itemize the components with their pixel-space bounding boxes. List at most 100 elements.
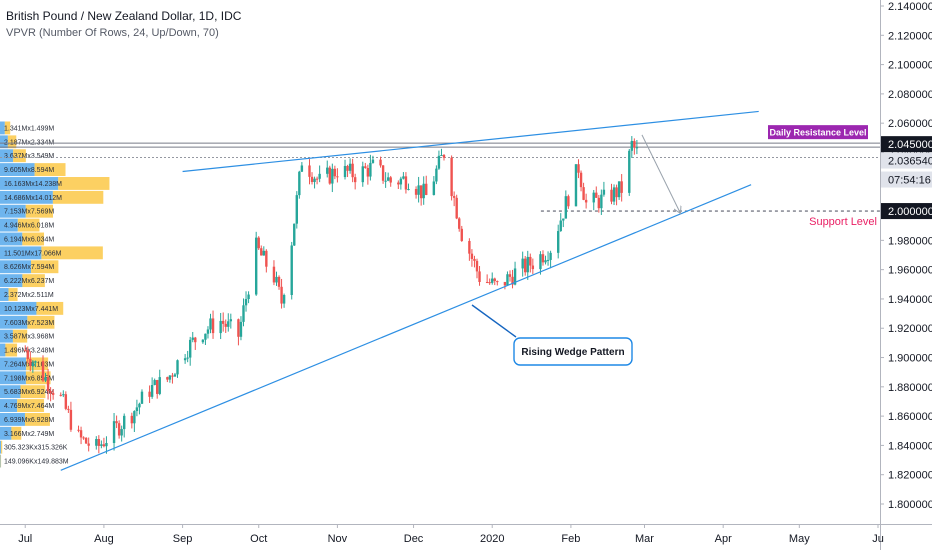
volume-profile-up-bar	[0, 329, 13, 343]
volume-profile-up-bar	[0, 412, 25, 426]
candle-body	[282, 295, 286, 304]
candle-body	[194, 337, 197, 343]
volume-profile-label: 8.626Mx7.594M	[4, 264, 54, 271]
volume-profile-up-bar	[0, 163, 35, 177]
candle-body	[295, 195, 298, 224]
candle-body	[450, 157, 453, 197]
candle-body	[493, 278, 496, 282]
volume-profile-down-bar	[11, 426, 22, 440]
candle-body	[508, 274, 512, 277]
candle-body	[148, 391, 151, 397]
volume-profile-label: 6.194Mx6.034M	[4, 236, 54, 243]
candle-body	[541, 254, 545, 263]
volume-profile-down-bar	[22, 274, 45, 288]
candle-body	[168, 375, 172, 380]
callout-pointer	[471, 304, 517, 338]
volume-profile-down-bar	[0, 454, 2, 468]
candle-body	[419, 185, 423, 199]
y-tick-label: 2.080000	[888, 89, 932, 101]
volume-profile-label: 149.096Kx149.883M	[4, 459, 69, 466]
candle-body	[46, 377, 50, 392]
candle-body	[260, 248, 263, 256]
candle-body	[100, 444, 103, 446]
candle-body	[584, 199, 588, 203]
volume-profile-label: 7.603Mx7.523M	[4, 320, 54, 327]
y-tick-label: 1.980000	[888, 235, 932, 247]
y-tick-label: 1.800000	[888, 499, 932, 511]
candle-body	[24, 350, 27, 352]
candle-body	[595, 192, 598, 198]
candle-body	[280, 286, 283, 304]
candle-body	[239, 321, 243, 337]
candle-body	[546, 259, 550, 261]
x-tick-label: Aug	[94, 533, 114, 545]
candle-body	[153, 380, 156, 386]
countdown-tag: 07:54:16	[888, 175, 931, 187]
candle-body	[272, 266, 276, 283]
volume-profile-label: 7.153Mx7.569M	[4, 209, 54, 216]
candle-body	[404, 176, 408, 190]
candle-body	[105, 443, 108, 447]
candle-body	[602, 189, 606, 195]
candle-body	[310, 176, 314, 183]
candle-body	[417, 185, 420, 195]
candle-body	[346, 165, 349, 171]
candle-body	[559, 220, 562, 232]
candle-body	[219, 320, 222, 334]
candle-body	[84, 437, 88, 444]
volume-profile-label: 6.222Mx6.237M	[4, 278, 54, 285]
volume-profile-down-bar	[13, 149, 26, 163]
volume-profile-down-bar	[1, 440, 3, 454]
candle-body	[582, 187, 585, 200]
annotations: Daily Resistance Level Support Level Risin…	[471, 125, 877, 366]
candle-body	[140, 391, 144, 404]
candle-body	[544, 260, 547, 263]
candle-body	[633, 140, 636, 148]
x-tick-label: Feb	[561, 533, 580, 545]
x-tick-label: Mar	[635, 533, 654, 545]
candle-body	[204, 333, 207, 340]
candle-body	[617, 181, 621, 198]
volume-profile-down-bar	[25, 204, 53, 218]
volume-profile-label: 4.769Mx7.464M	[4, 403, 54, 410]
candle-body	[44, 377, 47, 381]
y-tick-label: 1.840000	[888, 440, 932, 452]
candle-body	[254, 237, 258, 295]
volume-profile-up-bar	[0, 301, 37, 315]
volume-profile-label: 3.637Mx3.549M	[4, 153, 54, 160]
volume-profile-down-bar	[24, 412, 50, 426]
wedge-lower-trendline	[60, 184, 752, 471]
candle-body	[539, 254, 542, 270]
volume-profile-down-bar	[25, 371, 51, 385]
volume-profile-label: 3.166Mx2.749M	[4, 431, 54, 438]
trendlines[interactable]	[60, 110, 759, 471]
candle-body	[315, 178, 319, 180]
candle-body	[188, 339, 192, 358]
volume-profile-down-bar	[36, 301, 64, 315]
volume-profile-up-bar	[0, 135, 8, 149]
candle-body	[468, 240, 471, 254]
resistance-price-tag-bg	[881, 136, 932, 153]
candle-body	[470, 253, 474, 259]
volume-profile-up-bar	[0, 121, 5, 135]
volume-profile-up-bar	[0, 274, 23, 288]
candle-body	[336, 176, 339, 178]
volume-profile-up-bar	[0, 399, 18, 412]
candle-body	[473, 258, 476, 261]
candle-body	[97, 439, 101, 446]
candle-body	[130, 415, 134, 424]
candle-body	[506, 274, 509, 286]
candle-body	[369, 162, 372, 177]
x-tick-label: 2020	[480, 533, 504, 545]
volume-profile-label: 10.123Mx7.441M	[4, 306, 58, 313]
candle-body	[150, 385, 154, 397]
volume-profile-down-bar	[20, 385, 46, 399]
candle-body	[186, 357, 189, 359]
candle-body	[171, 375, 174, 377]
candle-body	[460, 228, 463, 241]
candle-body	[488, 282, 491, 284]
volume-profile-up-bar	[0, 177, 59, 190]
candle-body	[300, 165, 304, 172]
